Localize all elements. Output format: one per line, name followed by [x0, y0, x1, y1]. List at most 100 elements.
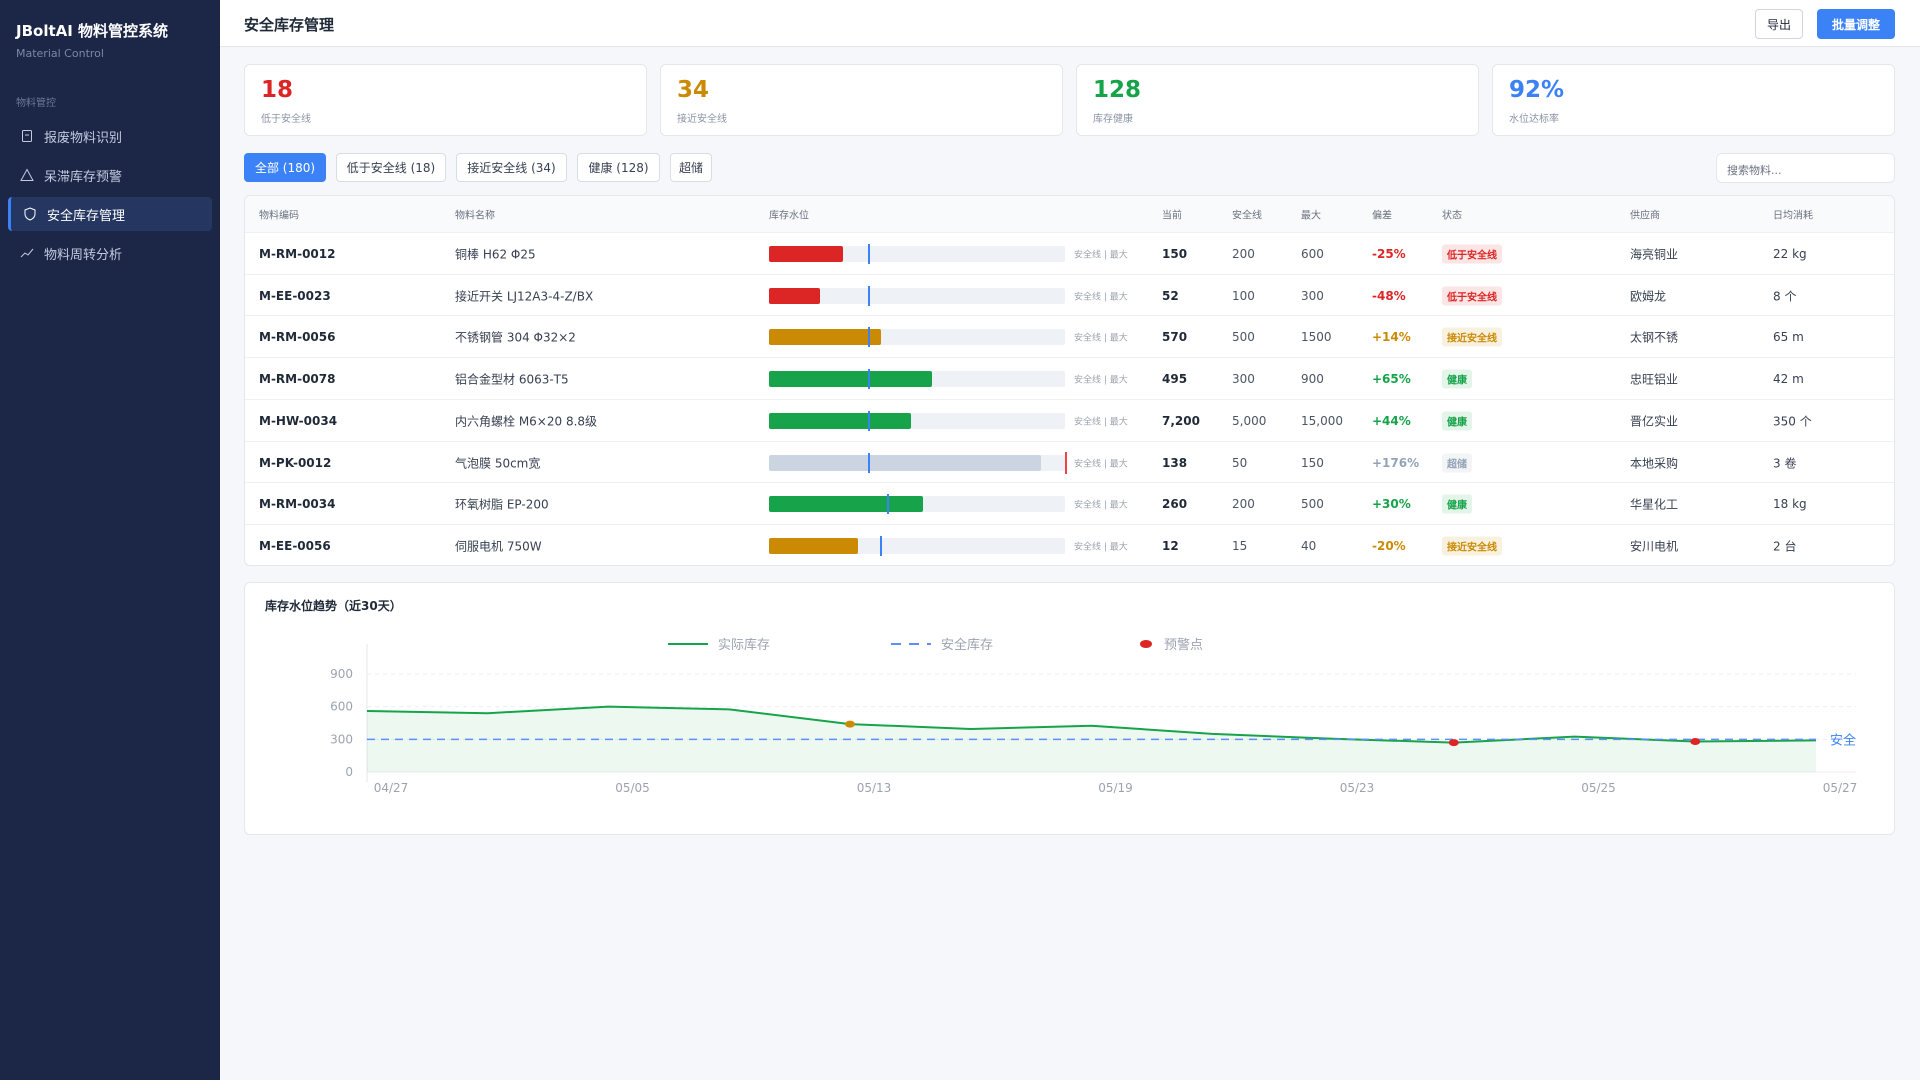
level-legend: 安全线 | 最大 [1074, 500, 1128, 511]
stat-card: 92% 水位达标率 [1492, 64, 1895, 136]
menu-item-active[interactable]: 安全库存管理 [8, 197, 212, 231]
filter-tab[interactable]: 全部 (180) [244, 153, 326, 182]
column-header: 最大 [1301, 210, 1321, 222]
material-name: 不锈钢管 304 Φ32×2 [455, 330, 576, 345]
max: 600 [1301, 247, 1324, 261]
supplier: 欧姆龙 [1630, 289, 1667, 304]
level-track [769, 369, 1065, 390]
column-header: 状态 [1442, 210, 1462, 222]
column-header: 供应商 [1630, 210, 1660, 222]
table-row: M-HW-0034 内六角螺栓 M6×20 8.8级 安全线 | 最大 7,200 5,… [245, 398, 1894, 440]
search-placeholder: 搜索物料... [1727, 164, 1782, 177]
level-bar [769, 454, 1042, 471]
material-name: 环氧树脂 EP-200 [455, 497, 549, 512]
max-marker [1065, 451, 1067, 474]
current: 260 [1162, 497, 1188, 512]
icon [20, 248, 34, 258]
filter-tab[interactable]: 超储 [670, 153, 712, 182]
max: 500 [1301, 497, 1324, 512]
page-title: 安全库存管理 [244, 16, 335, 34]
stat-value: 92% [1509, 77, 1565, 103]
y-tick-label: 600 [330, 700, 353, 714]
safety: 200 [1232, 247, 1255, 261]
level-bar [769, 371, 932, 388]
filter-tab[interactable]: 接近安全线 (34) [456, 153, 567, 182]
level-bar [769, 412, 912, 429]
status: 低于安全线 [1442, 286, 1502, 306]
export-button[interactable]: 导出 [1755, 9, 1803, 39]
table-row: M-PK-0012 气泡膜 50cm宽 安全线 | 最大 138 50 150 +176% 超… [245, 440, 1894, 482]
legend-label: 预警点 [1164, 637, 1203, 653]
material-name: 接近开关 LJ12A3-4-Z/BX [455, 289, 594, 304]
menu-item[interactable]: 呆滞库存预警 [8, 158, 212, 192]
icon [20, 168, 34, 181]
material-code: M-HW-0034 [259, 413, 338, 428]
menu-item[interactable]: 报废物料识别 [8, 119, 212, 153]
level-legend: 安全线 | 最大 [1074, 459, 1128, 469]
column-header: 日均消耗 [1773, 210, 1813, 222]
warning-point [845, 720, 855, 728]
column-header: 当前 [1162, 210, 1182, 222]
max: 1500 [1301, 330, 1332, 345]
material-code: M-PK-0012 [259, 455, 332, 470]
status: 低于安全线 [1442, 244, 1502, 264]
icon [22, 130, 32, 142]
deviation: +30% [1372, 497, 1411, 512]
level-bar [769, 287, 821, 304]
chart-card: 库存水位趋势（近30天） 0 300 600 900 04/27 05/05 05/13 05… [244, 582, 1895, 835]
x-tick-label: 05/05 [615, 781, 650, 795]
app-subtitle: Material Control [16, 47, 104, 60]
current: 150 [1162, 247, 1188, 261]
level-legend: 安全线 | 最大 [1074, 292, 1128, 303]
daily-usage: 3 卷 [1773, 456, 1797, 470]
batch-button[interactable]: 批量调整 [1817, 9, 1895, 39]
stat-card: 18 低于安全线 [244, 64, 647, 136]
stat-label: 低于安全线 [261, 114, 311, 125]
search-box[interactable]: 搜索物料... [1716, 153, 1895, 183]
material-code: M-EE-0023 [259, 288, 331, 303]
menu-item[interactable]: 物料周转分析 [8, 236, 212, 270]
safety-marker [867, 327, 870, 348]
daily-usage: 42 m [1773, 372, 1804, 387]
menu-section: 物料管控 [16, 98, 56, 109]
supplier: 海亮铜业 [1630, 247, 1679, 262]
legend-label: 安全库存 [941, 637, 993, 653]
table-row: M-RM-0012 铜棒 H62 Φ25 安全线 | 最大 150 200 600 -25%… [245, 232, 1894, 273]
material-code: M-EE-0056 [259, 538, 331, 553]
x-tick-label: 05/25 [1581, 781, 1616, 795]
chart: 库存水位趋势（近30天） 0 300 600 900 04/27 05/05 05/13 05… [265, 598, 1857, 795]
status: 健康 [1442, 369, 1472, 389]
max: 150 [1301, 455, 1324, 470]
status: 健康 [1442, 411, 1472, 431]
filter-tab[interactable]: 健康 (128) [577, 153, 660, 182]
current: 52 [1162, 288, 1179, 303]
safety: 5,000 [1232, 413, 1267, 428]
max: 40 [1301, 538, 1317, 553]
menu-label: 报废物料识别 [44, 130, 123, 146]
current: 495 [1162, 372, 1188, 387]
y-tick-label: 900 [330, 667, 353, 681]
level-track [769, 327, 1065, 348]
deviation: -48% [1372, 288, 1406, 303]
safety-marker [867, 285, 870, 306]
sidebar: JBoltAI 物料管控系统 Material Control 物料管控 报废物… [0, 0, 220, 1080]
warning-point [1448, 739, 1459, 747]
supplier: 华星化工 [1630, 497, 1679, 512]
stat-label: 库存健康 [1093, 114, 1133, 125]
max: 15,000 [1301, 413, 1343, 428]
column-header: 偏差 [1372, 210, 1392, 222]
material-name: 铜棒 H62 Φ25 [455, 247, 536, 262]
table-row: M-RM-0056 不锈钢管 304 Φ32×2 安全线 | 最大 570 500 150… [245, 315, 1894, 356]
deviation: +44% [1372, 413, 1411, 428]
filter-tab[interactable]: 低于安全线 (18) [336, 153, 446, 182]
y-tick-label: 300 [330, 732, 353, 746]
icon [24, 207, 36, 221]
level-bar [769, 329, 882, 346]
level-track [769, 451, 1067, 474]
stat-card: 128 库存健康 [1076, 64, 1479, 136]
supplier: 晋亿实业 [1630, 414, 1679, 429]
table-row: M-EE-0023 接近开关 LJ12A3-4-Z/BX 安全线 | 最大 52 100… [245, 273, 1894, 315]
material-code: M-RM-0012 [259, 247, 336, 261]
